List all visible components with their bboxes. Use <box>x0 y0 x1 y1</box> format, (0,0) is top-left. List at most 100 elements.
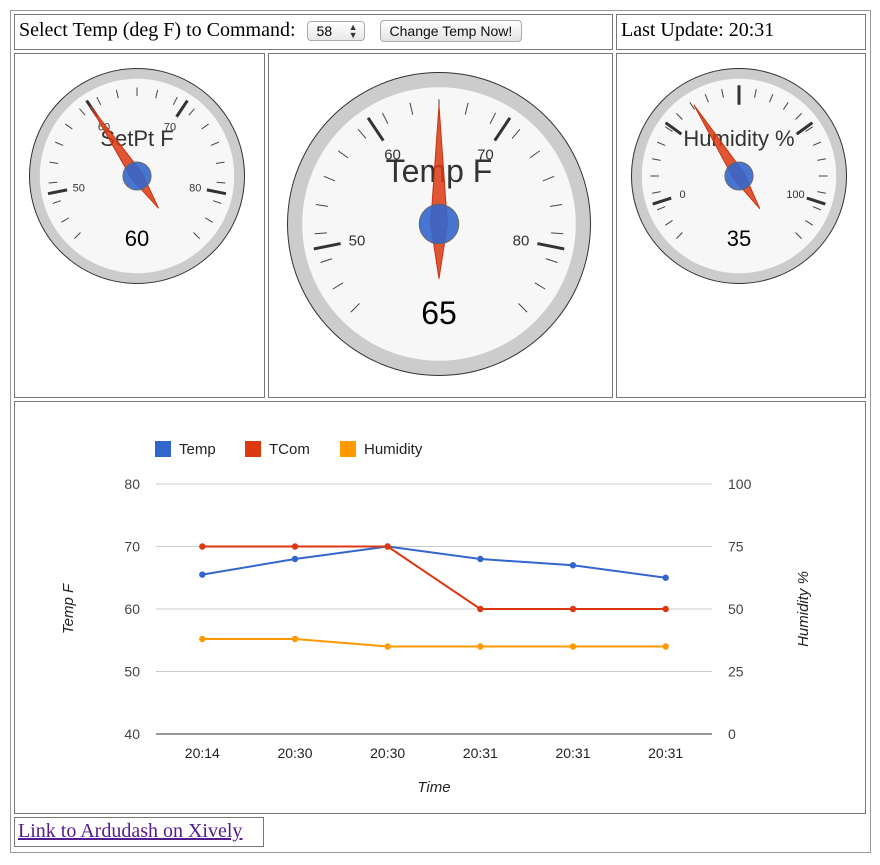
gauge-minor-tick <box>464 102 469 115</box>
gauge-minor-tick <box>172 96 178 106</box>
series-point-humidity <box>569 643 577 650</box>
gauge-minor-tick <box>545 258 558 263</box>
gauge-minor-tick <box>795 232 802 239</box>
series-point-tcom <box>199 543 206 550</box>
gauge-minor-tick <box>54 141 64 146</box>
gauge-value: 35 <box>727 226 751 251</box>
gauge-minor-tick <box>529 150 541 159</box>
series-line-humidity <box>202 638 666 648</box>
gauge-minor-tick <box>676 113 683 120</box>
gauge-minor-tick <box>665 219 673 226</box>
command-cell: Select Temp (deg F) to Command: 58 ▲ ▼ Cha… <box>14 14 613 50</box>
gauge-minor-tick <box>721 89 724 98</box>
gauge-minor-tick <box>550 204 563 207</box>
gauge-tick-label: 60 <box>384 147 401 164</box>
setpoint-gauge: 50607080SetPt F60 <box>29 68 245 284</box>
series-point-tcom <box>569 605 577 613</box>
y-axis-tick-label: 50 <box>124 664 140 680</box>
gauge-minor-tick <box>812 141 822 146</box>
gauge-minor-tick <box>188 108 195 116</box>
series-point-tcom <box>477 605 484 613</box>
gauge-tick-label: 70 <box>477 147 494 164</box>
temp-select[interactable]: 58 ▲ ▼ <box>306 21 365 42</box>
gauge-minor-tick <box>210 141 220 146</box>
gauge-tick-label: 100 <box>786 189 804 201</box>
humidity-gauge-cell: 0 100 Humidity % 35 <box>616 53 866 398</box>
gauge-major-tick <box>493 117 512 142</box>
gauge-major-tick <box>652 196 672 206</box>
gauge-minor-tick <box>61 217 70 223</box>
series-point-humidity <box>662 643 669 650</box>
command-label: Select Temp (deg F) to Command: <box>19 19 296 41</box>
gauge-minor-tick <box>48 181 58 184</box>
series-point-humidity <box>477 643 484 650</box>
legend-swatch-tcom <box>245 441 261 457</box>
footer-link-cell: Link to Ardudash on Xively <box>14 817 264 847</box>
gauge-minor-tick <box>381 112 389 125</box>
humidity-gauge: 0 100 Humidity % 35 <box>631 68 847 284</box>
gauge-minor-tick <box>689 102 696 110</box>
gauge-minor-tick <box>74 232 81 239</box>
series-point-temp <box>199 571 206 578</box>
dashboard-table <box>10 10 871 853</box>
y2-axis-tick-label: 25 <box>728 664 744 680</box>
gauge-minor-tick <box>65 123 73 130</box>
gauge-major-tick <box>47 188 68 196</box>
temp-select-value: 58 <box>316 23 333 40</box>
history-line-chart: 40 50 60 70 80 0 25 50 75 100 20:14 20:30 20:30 20:31… <box>60 441 812 796</box>
gauge-minor-tick <box>805 126 813 133</box>
gauge-minor-tick <box>350 303 360 313</box>
gauge-minor-tick <box>323 175 336 182</box>
series-line-tcom <box>202 545 666 610</box>
series-point-tcom <box>662 605 669 613</box>
gauge-minor-tick <box>704 93 709 103</box>
gauge-tick-label: 70 <box>164 121 176 133</box>
gauge-value: 65 <box>421 295 457 331</box>
gauge-major-tick <box>795 121 814 136</box>
gauge-minor-tick <box>782 102 789 110</box>
gauge-major-tick <box>313 242 341 251</box>
gauge-major-tick <box>664 121 683 136</box>
series-point-temp <box>662 574 669 581</box>
y-axis-tick-label: 80 <box>124 476 140 492</box>
x-axis-title: Time <box>417 779 450 796</box>
gauge-minor-tick <box>315 204 328 207</box>
gauge-minor-tick <box>676 232 683 239</box>
gauge-minor-tick <box>652 191 661 194</box>
gauge-value: 60 <box>125 226 149 251</box>
gauge-minor-tick <box>357 128 367 139</box>
gauge-minor-tick <box>216 181 226 184</box>
ardudash-xively-link[interactable]: Link to Ardudash on Xively <box>18 820 243 842</box>
temp-gauge-cell: 50 60 70 80 Temp F 65 <box>268 53 613 398</box>
gauge-minor-tick <box>409 102 414 115</box>
gauge-minor-tick <box>656 141 666 146</box>
gauge-minor-tick <box>79 108 86 116</box>
gauge-hub <box>418 203 460 245</box>
y-axis-tick-label: 40 <box>124 726 140 742</box>
gauge-minor-tick <box>551 232 564 235</box>
y-axis-tick-label: 70 <box>124 539 140 555</box>
gauge-minor-tick <box>769 93 774 103</box>
setpoint-gauge-cell: 50607080SetPt F60 <box>14 53 265 398</box>
last-update-cell: Last Update: 20:31 <box>616 14 866 50</box>
gauge-major-tick <box>806 196 826 206</box>
gauge-minor-tick <box>518 303 528 313</box>
gauge-title: Humidity % <box>683 126 794 151</box>
x-axis-tick-label: 20:14 <box>185 745 220 761</box>
gauge-major-tick <box>206 188 227 196</box>
series-point-tcom <box>384 543 391 550</box>
y-axis-tick-label: 60 <box>124 601 140 617</box>
last-update-label: Last Update: 20:31 <box>621 19 775 41</box>
gauge-tick-label: 0 <box>679 189 685 201</box>
y2-axis-tick-label: 75 <box>728 539 744 555</box>
gauge-minor-tick <box>795 113 802 120</box>
gauge-minor-tick <box>201 123 209 130</box>
y2-axis-title: Humidity % <box>795 571 812 647</box>
gauge-tick-label: 80 <box>189 182 201 194</box>
series-point-humidity <box>384 643 391 650</box>
change-temp-button[interactable]: Change Temp Now! <box>379 20 523 43</box>
gauge-minor-tick <box>656 206 666 211</box>
legend-label-temp: Temp <box>179 441 216 458</box>
gauge-minor-tick <box>320 258 333 263</box>
